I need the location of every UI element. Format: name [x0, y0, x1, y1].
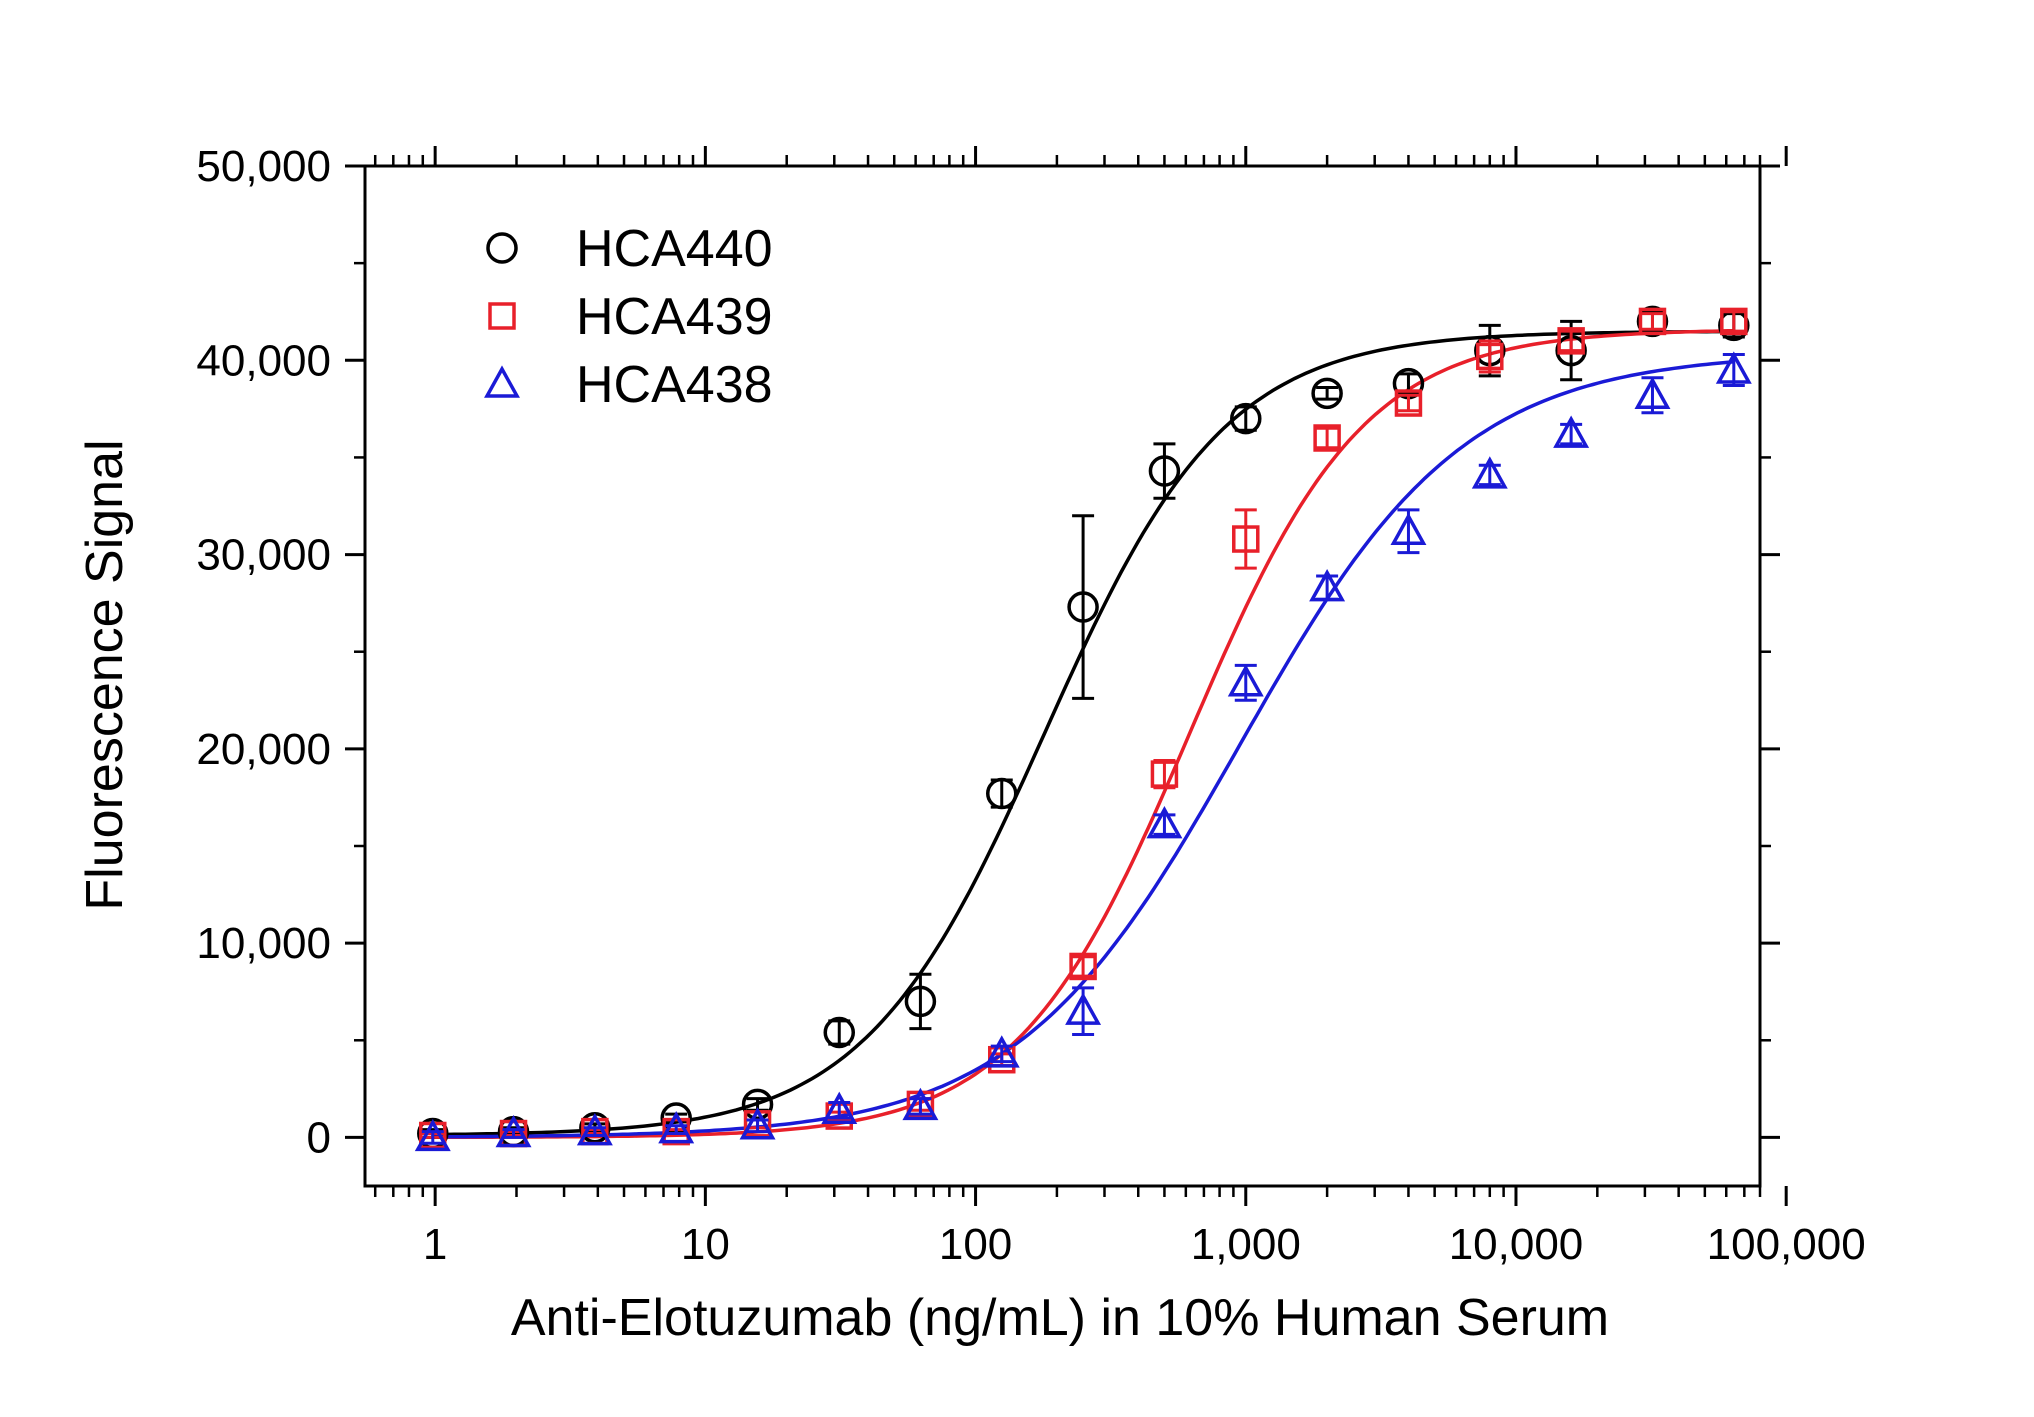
- data-point: [1150, 760, 1179, 788]
- data-point: [904, 985, 937, 1018]
- fit-curve-hca438: [432, 360, 1734, 1139]
- data-point: [1230, 402, 1262, 435]
- data-point: [739, 1107, 776, 1140]
- x-tick-label: 10: [681, 1220, 730, 1269]
- data-point: [986, 777, 1018, 810]
- data-point: [1636, 305, 1669, 338]
- data-point: [1067, 591, 1099, 623]
- data-point: [662, 1117, 690, 1146]
- data-point: [1720, 307, 1748, 336]
- legend-item-hca438: HCA438: [484, 356, 773, 414]
- legend-marker: [484, 365, 520, 398]
- data-point: [1148, 455, 1181, 487]
- legend-label: HCA440: [576, 220, 773, 278]
- data-point: [821, 1091, 858, 1124]
- y-tick-label: 30,000: [196, 531, 331, 580]
- legend-marker: [488, 302, 516, 330]
- y-tick-label: 0: [307, 1113, 331, 1162]
- y-tick-label: 10,000: [196, 919, 331, 968]
- data-point: [1069, 952, 1097, 981]
- y-tick-label: 50,000: [196, 142, 331, 191]
- data-point: [902, 1087, 939, 1121]
- data-point: [1227, 664, 1264, 697]
- y-tick-label: 20,000: [196, 725, 331, 774]
- data-point: [1146, 806, 1183, 839]
- plot-area: [345, 146, 1788, 1206]
- data-point: [1634, 376, 1671, 410]
- plot-frame: [363, 164, 1762, 1188]
- legend-label: HCA439: [576, 288, 773, 346]
- data-point: [1471, 456, 1508, 489]
- data-point: [1476, 342, 1504, 371]
- data-point: [741, 1088, 774, 1121]
- data-point: [1309, 568, 1346, 602]
- legend-item-hca439: HCA439: [488, 288, 773, 346]
- legend: HCA440 HCA439 HCA438: [484, 220, 773, 414]
- data-point: [1390, 512, 1427, 546]
- data-point: [414, 1118, 451, 1152]
- series-hca438: [414, 351, 1752, 1152]
- legend-label: HCA438: [576, 356, 773, 414]
- x-axis-title: Anti-Elotuzumab (ng/mL) in 10% Human Ser…: [511, 1289, 1609, 1347]
- data-point: [1232, 525, 1260, 553]
- x-tick-label: 1,000: [1191, 1220, 1301, 1269]
- data-point: [1715, 351, 1752, 384]
- x-tick-label: 100: [939, 1220, 1012, 1269]
- data-point: [1313, 424, 1341, 452]
- legend-marker: [486, 232, 518, 264]
- y-axis-title: Fluorescence Signal: [76, 439, 134, 910]
- data-point: [495, 1114, 532, 1148]
- legend-item-hca440: HCA440: [486, 220, 773, 278]
- data-point: [1557, 327, 1585, 355]
- data-point: [983, 1035, 1020, 1068]
- data-point: [1394, 389, 1423, 417]
- data-point: [1553, 415, 1590, 448]
- data-point: [1311, 377, 1343, 410]
- x-tick-label: 1: [423, 1220, 447, 1269]
- y-tick-label: 40,000: [196, 336, 331, 385]
- data-point: [1638, 307, 1667, 336]
- data-point: [576, 1112, 613, 1146]
- tick-labels: 0 10,000 20,000 30,000 40,000 50,000 1 10 100 1,0…: [196, 142, 1865, 1269]
- data-point: [823, 1016, 856, 1049]
- x-tick-label: 100,000: [1707, 1220, 1866, 1269]
- axis-ticks: [345, 146, 1788, 1206]
- data-point: [658, 1111, 695, 1144]
- data-point: [1065, 992, 1102, 1025]
- data-points: [414, 305, 1752, 1152]
- x-tick-label: 10,000: [1449, 1220, 1584, 1269]
